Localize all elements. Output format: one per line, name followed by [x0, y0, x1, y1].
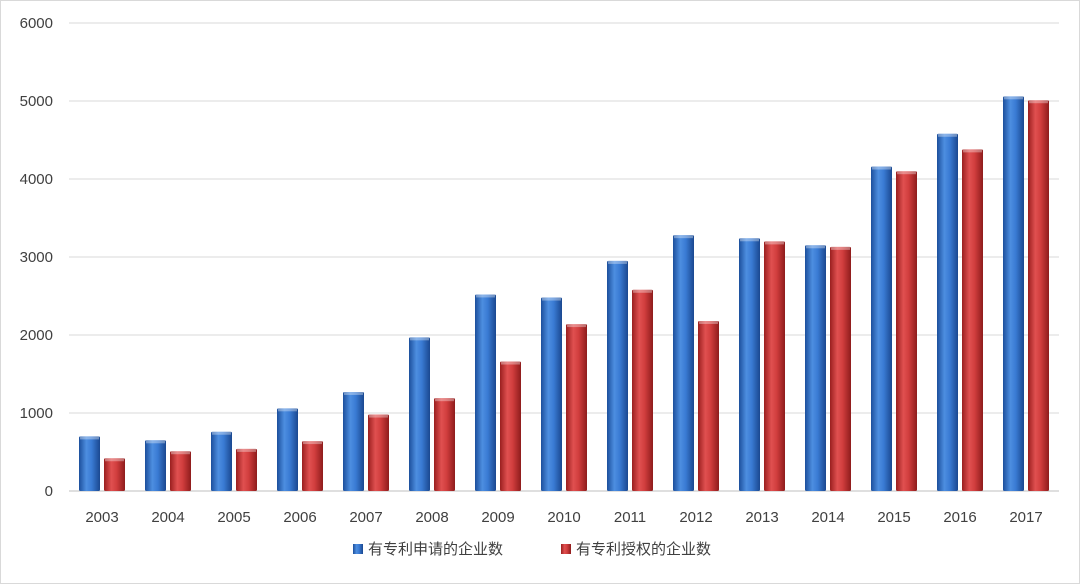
- bars: [79, 96, 1049, 492]
- legend-swatch-application: [353, 544, 363, 554]
- bar-application-2008: [409, 337, 430, 491]
- bar-application-2011: [607, 260, 628, 491]
- legend-label-application: 有专利申请的企业数: [368, 540, 503, 558]
- bar-highlight: [806, 245, 825, 249]
- bar-highlight: [633, 289, 652, 293]
- bar-grant-2008: [434, 398, 455, 491]
- bar-highlight: [410, 337, 429, 341]
- bar-highlight: [303, 441, 322, 445]
- bar-highlight: [1004, 96, 1023, 100]
- bar-application-2010: [541, 297, 562, 491]
- x-tick-label: 2006: [283, 509, 316, 526]
- x-tick-label: 2008: [415, 509, 448, 526]
- grid-lines: [69, 22, 1059, 492]
- bar-application-2004: [145, 440, 166, 491]
- y-tick-label: 0: [45, 483, 53, 500]
- bar-grant-2004: [170, 451, 191, 491]
- bar-application-2016: [937, 133, 958, 491]
- bar-highlight: [476, 294, 495, 298]
- bar-grant-2017: [1028, 100, 1049, 491]
- bar-highlight: [963, 149, 982, 153]
- bar-highlight: [699, 320, 718, 324]
- bar-application-2013: [739, 238, 760, 491]
- y-tick-label: 2000: [20, 327, 53, 344]
- bar-application-2005: [211, 431, 232, 491]
- bar-highlight: [435, 398, 454, 402]
- y-axis-ticks: 0 1000 2000 3000 4000 5000 6000: [20, 15, 53, 500]
- x-tick-label: 2005: [217, 509, 250, 526]
- bar-grant-2006: [302, 441, 323, 491]
- bar-highlight: [171, 451, 190, 455]
- x-tick-label: 2016: [943, 509, 976, 526]
- x-tick-label: 2007: [349, 509, 382, 526]
- bar-grant-2010: [566, 324, 587, 491]
- y-tick-label: 4000: [20, 171, 53, 188]
- x-tick-label: 2011: [614, 509, 646, 526]
- bar-application-2007: [343, 391, 364, 491]
- x-tick-label: 2009: [481, 509, 514, 526]
- bar-grant-2016: [962, 149, 983, 492]
- bar-highlight: [872, 166, 891, 170]
- x-tick-label: 2017: [1009, 509, 1042, 526]
- bar-application-2014: [805, 245, 826, 491]
- bar-application-2012: [673, 235, 694, 491]
- y-tick-label: 5000: [20, 93, 53, 110]
- bar-highlight: [278, 408, 297, 412]
- y-tick-label: 1000: [20, 405, 53, 422]
- bar-grant-2015: [896, 171, 917, 491]
- x-tick-label: 2010: [547, 509, 580, 526]
- bar-highlight: [105, 458, 124, 462]
- legend-swatch-grant: [561, 544, 571, 554]
- bar-grant-2013: [764, 241, 785, 491]
- bar-highlight: [237, 448, 256, 452]
- bar-application-2015: [871, 166, 892, 491]
- bar-highlight: [80, 436, 99, 440]
- bar-highlight: [938, 133, 957, 137]
- bar-highlight: [212, 431, 231, 435]
- x-tick-label: 2015: [877, 509, 910, 526]
- bar-highlight: [567, 324, 586, 328]
- bar-highlight: [146, 440, 165, 444]
- bar-grant-2009: [500, 361, 521, 491]
- bar-application-2017: [1003, 96, 1024, 491]
- bar-highlight: [608, 260, 627, 264]
- bar-grant-2007: [368, 414, 389, 491]
- bar-grant-2005: [236, 448, 257, 491]
- legend: 有专利申请的企业数 有专利授权的企业数: [353, 540, 711, 558]
- bar-grant-2012: [698, 320, 719, 491]
- x-tick-label: 2012: [679, 509, 712, 526]
- bar-highlight: [542, 297, 561, 301]
- bar-highlight: [344, 391, 363, 395]
- bar-highlight: [501, 361, 520, 365]
- x-tick-label: 2014: [811, 509, 844, 526]
- bar-highlight: [369, 414, 388, 418]
- bar-application-2003: [79, 436, 100, 491]
- x-tick-label: 2013: [745, 509, 778, 526]
- y-tick-label: 6000: [20, 15, 53, 32]
- bar-highlight: [740, 238, 759, 242]
- legend-label-grant: 有专利授权的企业数: [576, 540, 711, 558]
- bar-highlight: [674, 235, 693, 239]
- bar-grant-2011: [632, 289, 653, 491]
- y-tick-label: 3000: [20, 249, 53, 266]
- bar-application-2009: [475, 294, 496, 491]
- bar-application-2006: [277, 408, 298, 491]
- bar-grant-2014: [830, 246, 851, 491]
- bar-highlight: [1029, 100, 1048, 104]
- bar-highlight: [831, 246, 850, 250]
- x-axis-ticks: 2003 2004 2005 2006 2007 2008 2009 2010 2011 2012…: [85, 509, 1042, 526]
- x-tick-label: 2003: [85, 509, 118, 526]
- bar-highlight: [897, 171, 916, 175]
- bar-highlight: [765, 241, 784, 245]
- x-tick-label: 2004: [151, 509, 184, 526]
- bar-grant-2003: [104, 458, 125, 491]
